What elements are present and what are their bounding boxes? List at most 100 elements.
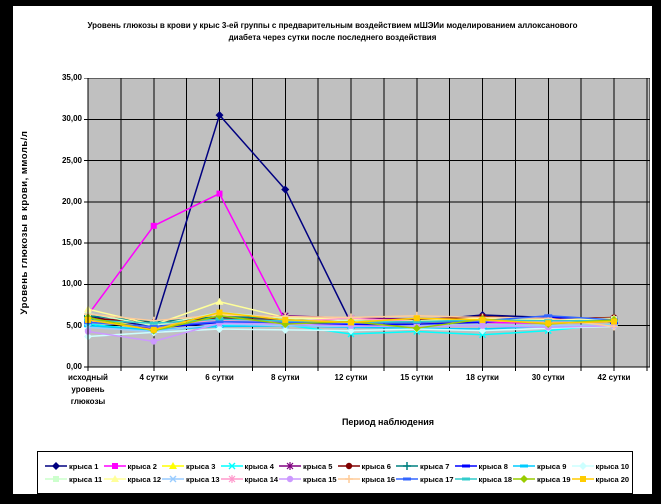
marker-circle: [479, 322, 486, 329]
marker-x: [169, 475, 177, 483]
legend-item-11: крыса 11: [45, 474, 104, 484]
legend-item-17: крыса 17: [396, 474, 455, 484]
legend-marker-icon: [513, 464, 535, 468]
legend-label: крыса 4: [244, 461, 274, 471]
marker-dash: [149, 325, 158, 329]
marker-diamond: [578, 462, 587, 470]
legend-marker-icon: [396, 462, 418, 470]
legend-item-13: крыса 13: [162, 474, 221, 484]
legend-marker-icon: [571, 476, 594, 482]
legend-label: крыса 5: [303, 461, 333, 471]
marker-plus: [344, 475, 353, 483]
legend-item-4: крыса 4: [220, 461, 280, 471]
legend-marker-icon: [571, 462, 594, 470]
marker-star: [228, 475, 235, 483]
legend-marker-icon: [513, 475, 535, 483]
legend-marker-icon: [337, 475, 360, 483]
legend-item-7: крыса 7: [396, 461, 455, 471]
marker-diamond: [281, 185, 290, 194]
legend-label: крыса 20: [595, 474, 630, 484]
x-axis-title: Период наблюдения: [341, 417, 435, 427]
marker-circle: [286, 475, 294, 483]
marker-dash: [461, 477, 470, 481]
legend-label: крыса 12: [127, 474, 162, 484]
marker-circle: [345, 462, 352, 470]
legend-label: крыса 8: [478, 461, 508, 471]
marker-square: [150, 326, 157, 333]
y-axis-tick-label: 25,00: [61, 155, 82, 165]
legend-marker-icon: [220, 475, 243, 483]
marker-x: [479, 331, 486, 339]
x-axis-category-label: 42 сутки: [597, 373, 631, 382]
marker-square: [348, 319, 354, 326]
y-axis-tick-label: 0,00: [66, 362, 82, 371]
x-axis-category-label: 30 сутки: [531, 373, 565, 382]
legend-item-14: крыса 14: [220, 474, 280, 484]
marker-square: [111, 463, 118, 469]
legend-item-19: крыса 19: [513, 474, 572, 484]
marker-diamond: [412, 324, 421, 333]
marker-square: [413, 315, 420, 322]
legend-item-20: крыса 20: [571, 474, 631, 484]
chart-title-line-2: диабета через сутки после последнего воз…: [228, 33, 437, 42]
marker-square: [611, 318, 617, 325]
legend-label: крыса 17: [420, 474, 454, 484]
x-axis-category-label: 15 сутки: [400, 373, 434, 382]
x-axis-category-label: 12 сутки: [334, 373, 368, 382]
marker-square: [216, 309, 223, 316]
y-axis-tick-label: 15,00: [61, 238, 82, 248]
marker-square: [216, 190, 223, 197]
marker-diamond: [52, 462, 60, 470]
legend-label: крыса 16: [361, 474, 396, 484]
x-axis-category-label: 8 сутки: [270, 373, 300, 382]
legend-label: крыса 15: [303, 474, 337, 484]
legend-label: крыса 14: [244, 474, 279, 484]
legend-item-8: крыса 8: [454, 461, 514, 471]
legend: крыса 1 крыса 2 крыса 3 крыса 4 крыса 5 крыса…: [37, 451, 633, 494]
legend-marker-icon: [162, 475, 184, 483]
legend-marker-icon: [103, 475, 126, 482]
legend-label: крыса 9: [537, 461, 567, 471]
marker-square: [479, 316, 486, 323]
y-axis-tick-label: 30,00: [61, 114, 82, 124]
legend-label: крыса 1: [69, 461, 99, 471]
legend-marker-icon: [162, 462, 184, 469]
legend-item-9: крыса 9: [513, 461, 572, 471]
chart-title-line-1: Уровень глюкозы в крови у крыс 3-ей груп…: [87, 21, 578, 30]
legend-label: крыса 13: [186, 474, 220, 484]
legend-label: крыса 11: [69, 474, 103, 484]
legend-label: крыса 19: [537, 474, 571, 484]
marker-triangle: [110, 475, 119, 482]
marker-plus: [403, 462, 411, 470]
marker-square: [53, 476, 59, 482]
marker-star: [286, 462, 294, 470]
y-axis-tick-label: 35,00: [61, 73, 82, 82]
legend-label: крыса 6: [361, 461, 391, 471]
marker-square: [545, 320, 552, 327]
y-axis-tick-label: 20,00: [61, 196, 82, 206]
legend-item-2: крыса 2: [103, 461, 163, 471]
marker-dash: [544, 314, 553, 318]
series-line-20: [85, 309, 617, 333]
legend-marker-icon: [103, 463, 126, 469]
legend-label: крыса 7: [420, 461, 450, 471]
plot-border: [87, 78, 650, 368]
x-axis-category-label: 6 сутки: [205, 373, 234, 382]
legend-marker-icon: [220, 462, 243, 470]
x-axis-category-label: исходный уровень глюкозы: [68, 373, 108, 406]
marker-diamond: [520, 475, 528, 483]
legend-item-15: крыса 15: [279, 474, 338, 484]
marker-diamond: [281, 325, 290, 334]
y-axis-tick-label: 10,00: [61, 279, 82, 289]
marker-triangle: [215, 297, 224, 305]
legend-marker-icon: [454, 464, 477, 468]
legend-item-3: крыса 3: [162, 461, 221, 471]
legend-item-16: крыса 16: [337, 474, 397, 484]
legend-label: крыса 10: [595, 461, 630, 471]
legend-label: крыса 2: [127, 461, 157, 471]
legend-marker-icon: [396, 477, 418, 481]
marker-dash: [403, 477, 411, 481]
legend-item-1: крыса 1: [45, 461, 104, 471]
marker-x: [228, 462, 235, 470]
